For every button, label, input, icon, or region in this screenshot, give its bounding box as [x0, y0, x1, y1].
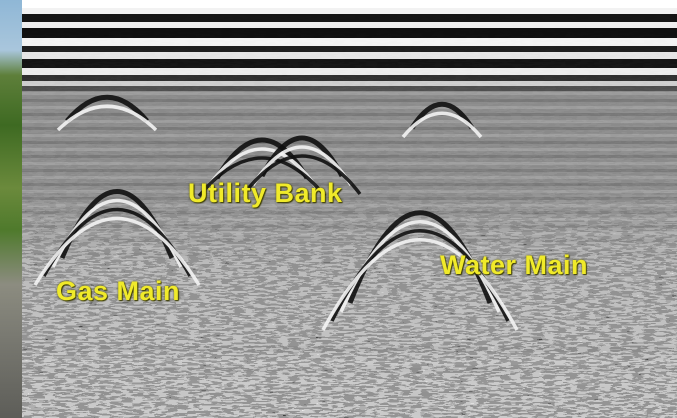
water-main-hyperbola: [321, 238, 519, 331]
utility-hyperbola-right: [251, 145, 353, 186]
gpr-radargram: Utility Bank Gas Main Water Main: [22, 8, 677, 418]
utility-hyperbola-left: [206, 147, 318, 189]
water-main-label: Water Main: [440, 250, 589, 280]
site-photo-strip: [0, 0, 22, 418]
deep-noise: [22, 8, 677, 418]
utility-bank-label: Utility Bank: [188, 178, 343, 208]
shallow-hyperbola: [56, 104, 158, 132]
utility-hyperbola-right: [242, 154, 362, 196]
gas-main-hyperbola: [33, 216, 201, 286]
hyperbola-reflections: [33, 94, 519, 331]
radargram-scan: [22, 8, 677, 418]
shallow-hyperbola-2: [401, 111, 483, 139]
utility-hyperbola-left: [197, 156, 327, 198]
shallow-hyperbola: [65, 94, 149, 123]
gas-main-label: Gas Main: [56, 276, 181, 306]
shallow-hyperbola-2: [409, 101, 475, 130]
